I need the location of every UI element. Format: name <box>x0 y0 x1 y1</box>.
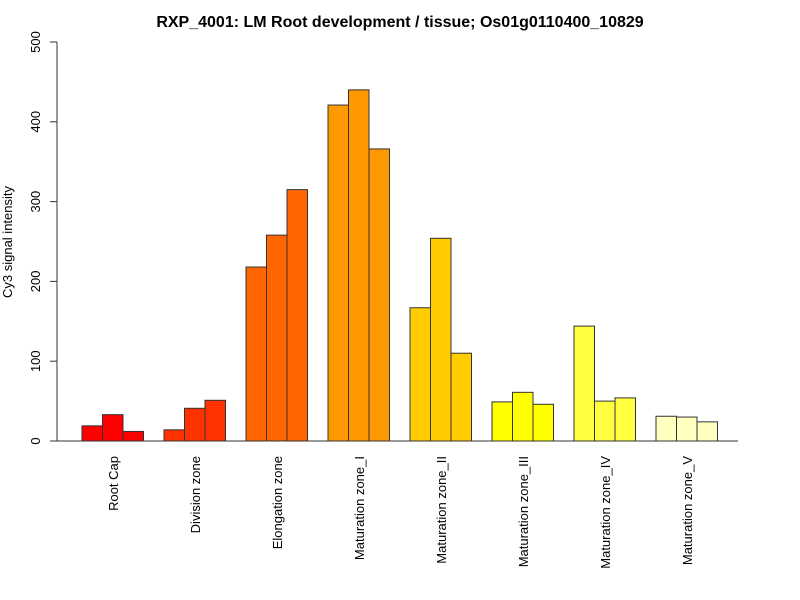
bar <box>430 237 452 442</box>
x-tick-label: Elongation zone <box>270 456 285 549</box>
bar <box>676 416 698 442</box>
y-axis: 0 100 200 300 400 500 <box>28 31 58 445</box>
bar <box>512 391 534 442</box>
bar <box>696 421 718 442</box>
x-tick-label: Maturation zone_V <box>680 456 695 565</box>
bar <box>184 407 206 442</box>
x-tick-label: Maturation zone_I <box>352 456 367 560</box>
bar <box>409 307 431 442</box>
bar <box>614 397 636 442</box>
bar <box>245 266 267 442</box>
bar <box>348 89 370 442</box>
bar <box>573 325 595 442</box>
x-tick-label: Root Cap <box>106 456 121 511</box>
bar <box>327 104 349 442</box>
x-tick-label: Maturation zone_III <box>516 456 531 567</box>
y-tick-label: 500 <box>28 31 43 53</box>
bar <box>204 399 226 442</box>
bar <box>532 403 554 442</box>
x-tick-label: Maturation zone_II <box>434 456 449 564</box>
y-tick-label: 400 <box>28 111 43 133</box>
x-tick-labels: Root Cap Division zone Elongation zone Matu… <box>106 456 695 569</box>
bar <box>368 148 390 442</box>
bar <box>102 414 124 442</box>
y-tick-label: 0 <box>28 437 43 444</box>
x-tick-label: Division zone <box>188 456 203 533</box>
bar <box>450 352 472 442</box>
bar <box>655 415 677 442</box>
chart-title: RXP_4001: LM Root development / tissue; … <box>156 14 643 31</box>
bars <box>81 89 718 442</box>
bar <box>286 189 308 442</box>
y-tick-label: 100 <box>28 350 43 372</box>
bar <box>122 430 144 442</box>
y-tick-label: 200 <box>28 271 43 293</box>
bar <box>81 425 103 442</box>
bar <box>594 400 616 442</box>
y-axis-label: Cy3 signal intensity <box>0 186 15 298</box>
y-tick-label: 300 <box>28 191 43 213</box>
bar <box>163 429 185 442</box>
x-tick-label: Maturation zone_IV <box>598 456 613 569</box>
bar <box>266 234 288 442</box>
bar <box>491 401 513 442</box>
